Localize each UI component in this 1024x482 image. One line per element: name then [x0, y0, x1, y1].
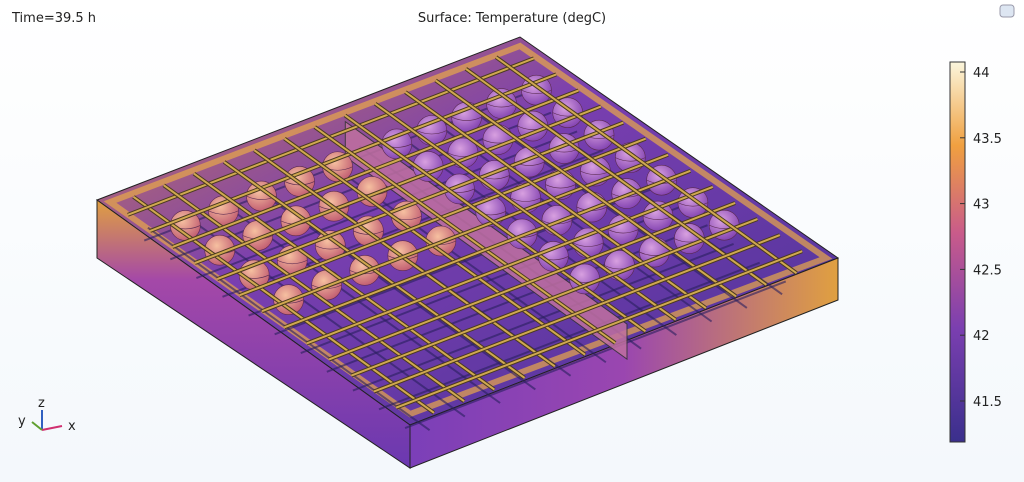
sphere-seam — [573, 242, 604, 247]
rod — [373, 234, 781, 393]
z-label: z — [38, 396, 45, 411]
plot-title: Surface: Temperature (degC) — [418, 11, 606, 26]
floor-grid — [404, 280, 787, 430]
rod — [465, 67, 767, 286]
sphere-seam — [677, 202, 709, 207]
rod — [351, 218, 758, 377]
sphere-seam — [451, 116, 482, 121]
colorbar-tick-label: 42.5 — [973, 263, 1002, 278]
toolbar-icon[interactable] — [999, 4, 1015, 18]
colorbar-tick-label: 43.5 — [973, 132, 1002, 147]
sphere-seam — [510, 197, 541, 202]
box-wall-front-right — [409, 257, 839, 469]
sphere-seam — [277, 259, 308, 265]
rod — [374, 102, 677, 321]
colorbar-tick-label: 42 — [973, 329, 990, 344]
sphere-seam — [607, 229, 639, 234]
sphere-seam — [521, 89, 552, 94]
axis-triad: z y x — [18, 396, 76, 434]
y-label: y — [18, 414, 26, 429]
rod — [435, 79, 737, 298]
sphere-seam — [545, 184, 576, 189]
x-label: x — [68, 419, 76, 434]
rod — [306, 185, 714, 345]
rod — [328, 202, 736, 361]
rod — [261, 153, 669, 313]
colorbar — [949, 61, 966, 443]
y-axis-arrow — [31, 421, 43, 431]
sphere-seam — [311, 284, 342, 289]
colorbar-tick-label: 41.5 — [973, 395, 1002, 410]
sphere-seam — [416, 130, 447, 135]
colorbar-tick-label: 43 — [973, 198, 990, 213]
rod — [495, 56, 798, 274]
sphere-seam — [615, 157, 646, 162]
rod — [344, 114, 647, 333]
colorbar-tick-label: 44 — [973, 66, 990, 81]
rod — [404, 91, 707, 309]
x-axis-arrow — [41, 425, 63, 431]
rod — [395, 250, 803, 409]
sphere-seam — [208, 210, 239, 215]
time-label: Time=39.5 h — [11, 11, 96, 26]
rod — [283, 169, 691, 329]
